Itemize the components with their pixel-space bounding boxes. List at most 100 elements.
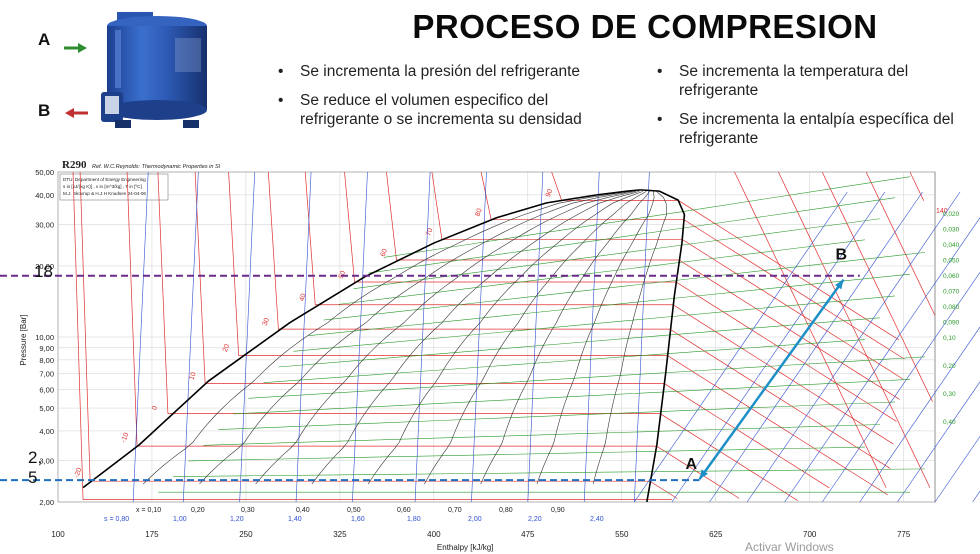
x-tick-label: 400 — [427, 530, 441, 539]
quality-label: 0,90 — [551, 507, 565, 514]
isentrope-line — [583, 171, 600, 503]
ph-chart: 2,00 3,00 4,00 5,00 6,00 7,00 8,00 9,00 10,00 20,… — [0, 159, 980, 552]
label-b: B — [38, 101, 51, 120]
isochore-label: 0,080 — [943, 304, 960, 311]
isentrope-line — [527, 171, 544, 503]
isochore-line — [188, 446, 865, 462]
isotherm-label: 70 — [425, 227, 434, 237]
isotherm-label: 30 — [262, 317, 271, 327]
isotherm-label: 80 — [474, 208, 483, 218]
page-title: PROCESO DE COMPRESION — [412, 8, 878, 45]
isochore-label: 0,050 — [943, 258, 960, 265]
quality-label: 0,40 — [296, 507, 310, 514]
isentrope-line — [239, 171, 255, 503]
saturation-liquid-line — [82, 189, 641, 489]
x-tick-label: 325 — [333, 530, 347, 539]
x-tick-label: 250 — [239, 530, 253, 539]
watermark: Activar Windows — [745, 540, 834, 554]
arrow-right-icon — [64, 43, 87, 53]
x-tick-label: 475 — [521, 530, 535, 539]
compression-line — [698, 278, 845, 480]
entropy-label: 1,20 — [230, 516, 244, 523]
entropy-label: 1,80 — [407, 516, 421, 523]
isentrope-line — [414, 171, 431, 503]
quality-label: 0,70 — [448, 507, 462, 514]
isochore-line — [323, 252, 926, 321]
x-tick-label: 175 — [145, 530, 159, 539]
x-tick-label: 775 — [897, 530, 911, 539]
x-tick-label: 700 — [803, 530, 817, 539]
y-tick-label: 7,00 — [39, 370, 54, 379]
point-a-label: A — [685, 456, 697, 473]
isentrope-line — [934, 435, 980, 503]
quality-line — [199, 191, 633, 485]
isochore-label: 0,070 — [943, 289, 960, 296]
isotherm-line — [909, 171, 925, 201]
isotherm-line — [386, 171, 900, 400]
isentrope-line — [709, 191, 923, 503]
isochore-line — [308, 273, 910, 336]
y-tick-label: 50,00 — [35, 168, 54, 177]
isochore-line — [353, 218, 880, 290]
isentrope-line — [471, 171, 487, 503]
isentrope-line — [784, 217, 980, 503]
isotherm-label: 20 — [222, 343, 231, 353]
isotherm-label: -10 — [120, 432, 130, 444]
compressor-image — [101, 12, 207, 128]
y-tick-label: 20,00 — [35, 262, 54, 271]
quality-line — [255, 191, 637, 485]
y-tick-label: 3,00 — [39, 456, 54, 465]
isochore-label: 0,40 — [943, 419, 956, 426]
entropy-label: s = 0,80 — [104, 516, 129, 523]
isochore-label: 0,30 — [943, 391, 956, 398]
x-tick-label: 100 — [51, 530, 65, 539]
quality-line — [480, 191, 650, 485]
quality-line — [367, 191, 643, 485]
isochore-label: 0,10 — [943, 335, 956, 342]
isentrope-line — [897, 381, 980, 503]
info-line: M.J. Skovrup & H.J.H Knudsen 24-04-06 — [63, 191, 146, 196]
isochore-label: 0,020 — [943, 211, 960, 218]
pressure-label-low-a: 2, — [28, 448, 43, 467]
y-axis-label: Pressure [Bar] — [19, 314, 28, 365]
y-tick-label: 5,00 — [39, 404, 54, 413]
isochore-line — [233, 379, 910, 415]
info-line: DTU, Department of Energy Engineering — [63, 177, 146, 182]
quality-line — [424, 191, 647, 485]
point-b-label: B — [836, 247, 848, 264]
isentrope-line — [746, 191, 961, 503]
y-tick-label: 30,00 — [35, 220, 54, 229]
isotherm-label: -20 — [73, 467, 83, 479]
isentrope-line — [859, 326, 980, 503]
chart-title: R290 — [62, 159, 87, 171]
isotherm-line — [778, 171, 931, 488]
quality-label: x = 0,10 — [136, 507, 161, 514]
isotherm-label: 90 — [545, 188, 554, 198]
x-tick-label: 625 — [709, 530, 723, 539]
y-tick-label: 2,00 — [39, 498, 54, 507]
isotherm-line — [157, 171, 798, 501]
bullets-left: Se incrementa la presión del refrigerant… — [276, 62, 596, 139]
x-axis-label: Enthalpy [kJ/kg] — [437, 543, 493, 552]
info-box — [59, 173, 169, 201]
x-tick-label: 550 — [615, 530, 629, 539]
y-tick-label: 10,00 — [35, 333, 54, 342]
quality-label: 0,30 — [241, 507, 255, 514]
isochore-line — [368, 197, 895, 274]
bullet-item: Se reduce el volumen especifico del refr… — [276, 91, 596, 129]
isotherm-line — [480, 171, 905, 360]
compression-arrowhead-end — [834, 279, 844, 290]
entropy-label: 2,00 — [468, 516, 482, 523]
isotherm-label: 140 — [936, 208, 948, 215]
isotherm-line — [268, 171, 891, 469]
isotherm-line — [126, 171, 740, 499]
isotherm-label: 0 — [151, 405, 159, 411]
chart-subtitle: Ref. W.C.Reynolds: Thermodynamic Propert… — [92, 164, 221, 170]
saturation-vapor-line — [640, 189, 686, 503]
quality-line — [592, 191, 667, 485]
isotherm-line — [821, 171, 933, 402]
isochore-line — [203, 424, 880, 446]
isentrope-line — [821, 271, 980, 503]
y-tick-label: 4,00 — [39, 427, 54, 436]
